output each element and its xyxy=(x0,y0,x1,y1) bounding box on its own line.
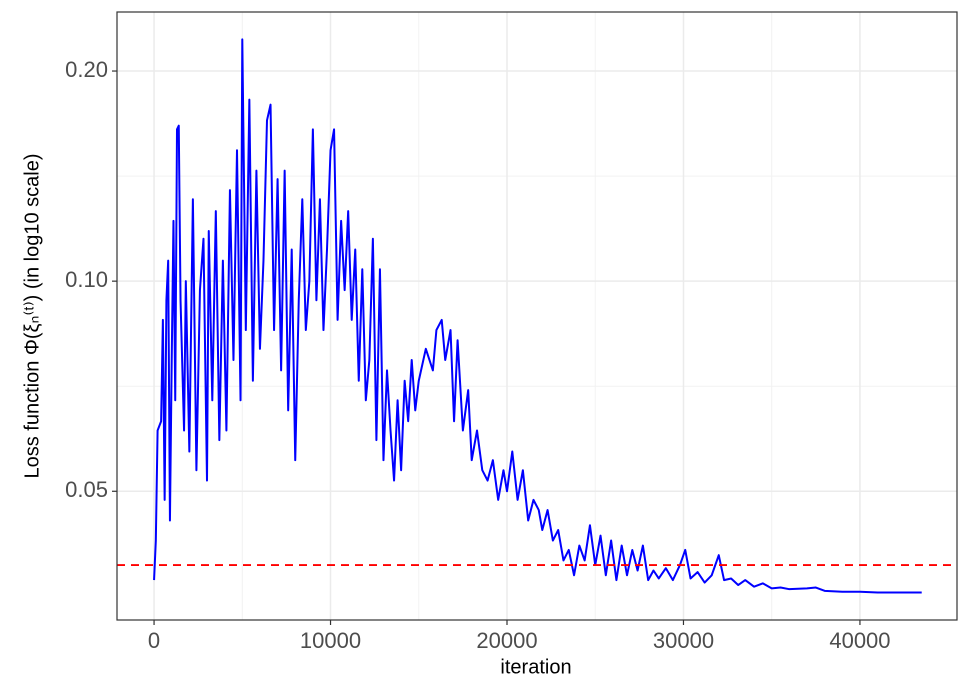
x-tick-label: 10000 xyxy=(300,628,361,653)
line xyxy=(153,38,922,594)
x-axis-title: iteration xyxy=(500,656,571,678)
x-tick-label: 20000 xyxy=(476,628,537,653)
x-tick-label: 40000 xyxy=(829,628,890,653)
y-tick-label: 0.05 xyxy=(65,477,108,502)
y-tick-label: 0.10 xyxy=(65,267,108,292)
y-axis-title: Loss function Φ(ξₙ⁽ᵗ⁾) (in log10 scale) xyxy=(21,153,43,478)
x-tick-label: 30000 xyxy=(653,628,714,653)
x-tick-label: 0 xyxy=(148,628,160,653)
panel-border xyxy=(116,11,958,621)
y-tick-label: 0.20 xyxy=(65,57,108,82)
